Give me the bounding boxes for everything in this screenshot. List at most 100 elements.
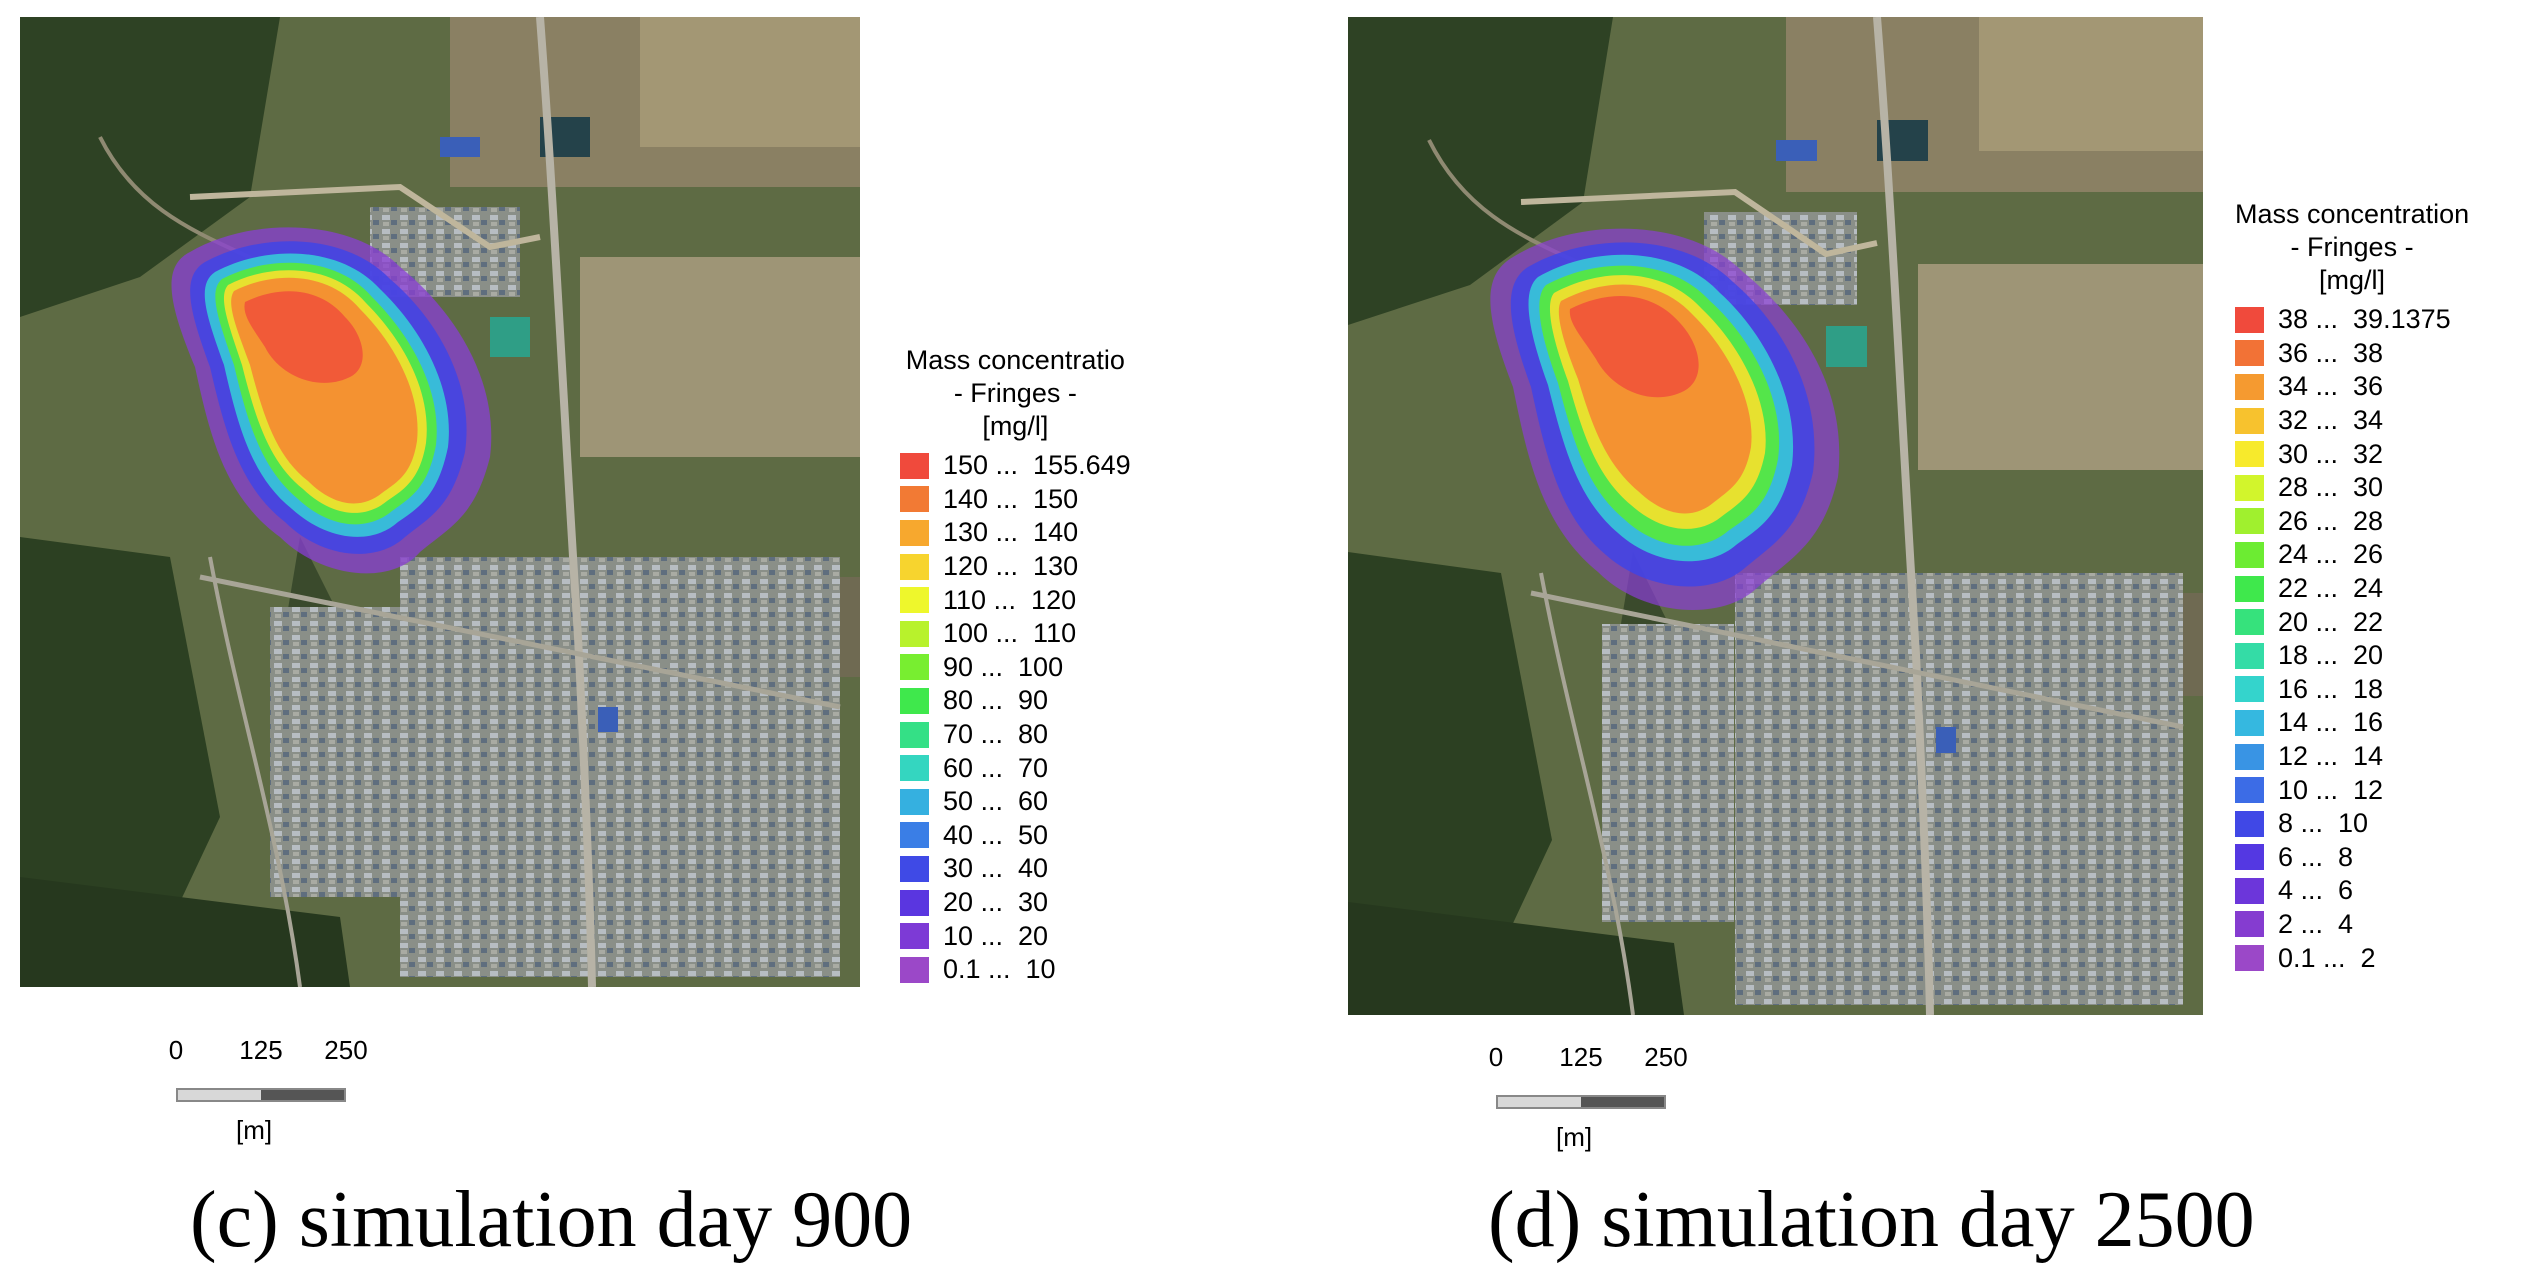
legend-item: 4 ... 6 xyxy=(2235,874,2469,908)
farmland xyxy=(1918,264,2203,470)
map-image xyxy=(1348,17,2203,1015)
legend-range: 40 ... 50 xyxy=(943,819,1049,850)
buildings xyxy=(1602,624,1734,922)
legend-item: 22 ... 24 xyxy=(2235,572,2469,606)
legend-item: 110 ... 120 xyxy=(900,583,1131,617)
road xyxy=(1539,572,1635,1015)
legend-item: 120 ... 130 xyxy=(900,550,1131,584)
legend-range: 28 ... 30 xyxy=(2278,472,2384,503)
scale-tick-0: 0 xyxy=(168,1035,184,1065)
legend-swatch xyxy=(2235,474,2264,501)
legend-item: 30 ... 32 xyxy=(2235,437,2469,471)
legend-range: 26 ... 28 xyxy=(2278,505,2384,536)
legend-items: 38 ... 39.1375 36 ... 38 34 ... 36 32 ... 3… xyxy=(2235,303,2469,975)
legend-item: 12 ... 14 xyxy=(2235,740,2469,774)
legend-unit: [mg/l] xyxy=(982,411,1049,441)
legend-swatch xyxy=(2235,340,2264,367)
legend-swatch xyxy=(2235,441,2264,468)
legend-swatch xyxy=(2235,541,2264,568)
legend-item: 24 ... 26 xyxy=(2235,538,2469,572)
legend-swatch xyxy=(900,587,929,614)
legend-item: 100 ... 110 xyxy=(900,617,1131,651)
scale-segment-light xyxy=(1498,1097,1581,1107)
buildings xyxy=(270,607,400,897)
legend-swatch xyxy=(2235,777,2264,804)
forest-area xyxy=(1348,552,1552,1015)
legend-swatch xyxy=(2235,609,2264,636)
scale-labels: 0 125 250 xyxy=(1470,1042,1700,1072)
legend-range: 70 ... 80 xyxy=(943,719,1049,750)
legend-range: 30 ... 40 xyxy=(943,853,1049,884)
legend-item: 32 ... 34 xyxy=(2235,404,2469,438)
legend-range: 18 ... 20 xyxy=(2278,640,2384,671)
village xyxy=(1735,573,2183,1005)
satellite-map xyxy=(20,17,860,987)
legend-item: 10 ... 20 xyxy=(900,919,1131,953)
legend-swatch xyxy=(2235,877,2264,904)
legend-title-line2: - Fringes - xyxy=(2290,232,2414,262)
legend-swatch xyxy=(900,486,929,513)
contamination-plume xyxy=(171,227,492,574)
legend-swatch xyxy=(2235,642,2264,669)
legend-item: 18 ... 20 xyxy=(2235,639,2469,673)
legend-range: 10 ... 12 xyxy=(2278,774,2384,805)
road xyxy=(208,556,302,987)
legend-swatch xyxy=(900,519,929,546)
legend-item: 0.1 ... 2 xyxy=(2235,941,2469,975)
scale-segment-dark xyxy=(261,1090,344,1100)
pond xyxy=(1826,326,1867,367)
legend-range: 38 ... 39.1375 xyxy=(2278,304,2451,335)
legend-range: 30 ... 32 xyxy=(2278,438,2384,469)
legend-item: 30 ... 40 xyxy=(900,852,1131,886)
legend-item: 8 ... 10 xyxy=(2235,807,2469,841)
legend-item: 36 ... 38 xyxy=(2235,337,2469,371)
forest-area xyxy=(20,537,220,987)
legend-range: 80 ... 90 xyxy=(943,685,1049,716)
legend-range: 140 ... 150 xyxy=(943,483,1079,514)
legend-range: 32 ... 34 xyxy=(2278,405,2384,436)
scale-segment-light xyxy=(178,1090,261,1100)
legend-item: 6 ... 8 xyxy=(2235,841,2469,875)
main-road xyxy=(1873,17,1934,1015)
legend-item: 150 ... 155.649 xyxy=(900,449,1131,483)
scale-unit: [m] xyxy=(1556,1122,1593,1152)
legend-item: 20 ... 22 xyxy=(2235,605,2469,639)
legend-range: 2 ... 4 xyxy=(2278,908,2354,939)
scale-bar: 0 125 250 [m] xyxy=(150,1035,380,1165)
road xyxy=(199,574,841,710)
legend-range: 130 ... 140 xyxy=(943,517,1079,548)
legend-range: 24 ... 26 xyxy=(2278,539,2384,570)
legend-swatch xyxy=(900,889,929,916)
forest-area xyxy=(20,877,350,987)
blue-roof xyxy=(1936,727,1956,753)
legend-title-line1: Mass concentration xyxy=(2235,199,2470,229)
legend-range: 36 ... 38 xyxy=(2278,337,2384,368)
legend-range: 20 ... 22 xyxy=(2278,606,2384,637)
scale-bar-graphic xyxy=(176,1088,346,1102)
legend-swatch xyxy=(900,788,929,815)
scale-tick-125: 125 xyxy=(239,1035,283,1065)
scale-unit: [m] xyxy=(236,1115,273,1145)
legend-swatch xyxy=(900,654,929,681)
legend-item: 50 ... 60 xyxy=(900,785,1131,819)
legend: Mass concentration - Fringes - [mg/l] 38… xyxy=(2235,198,2469,975)
legend-swatch xyxy=(900,553,929,580)
legend-title-line1: Mass concentratio xyxy=(905,345,1125,375)
legend-item: 130 ... 140 xyxy=(900,516,1131,550)
scale-bar: 0 125 250 [m] xyxy=(1470,1042,1700,1172)
legend-swatch xyxy=(2235,743,2264,770)
farmland xyxy=(580,257,860,457)
legend-range: 8 ... 10 xyxy=(2278,808,2369,839)
scale-bar-graphic xyxy=(1496,1095,1666,1109)
legend-range: 6 ... 8 xyxy=(2278,841,2354,872)
legend-item: 26 ... 28 xyxy=(2235,505,2469,539)
legend-item: 2 ... 4 xyxy=(2235,908,2469,942)
legend-range: 110 ... 120 xyxy=(943,584,1077,615)
legend-item: 10 ... 12 xyxy=(2235,773,2469,807)
legend-swatch xyxy=(2235,407,2264,434)
legend-swatch xyxy=(900,822,929,849)
legend-range: 60 ... 70 xyxy=(943,752,1049,783)
blue-roof xyxy=(598,707,618,732)
map-image xyxy=(20,17,860,987)
legend-swatch xyxy=(2235,306,2264,333)
